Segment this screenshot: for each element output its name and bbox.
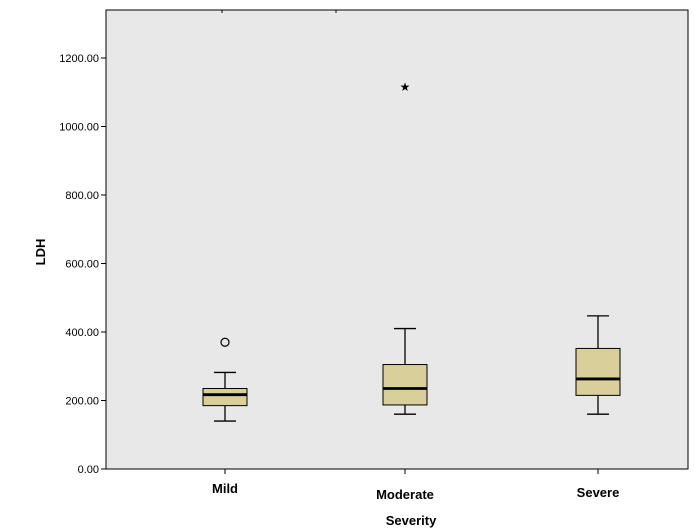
x-tick-label-moderate: Moderate [376, 487, 434, 502]
y-tick-label-800: 800.00 [65, 190, 99, 202]
box-severe [575, 315, 621, 415]
y-axis-title: LDH [33, 239, 48, 266]
outlier-circle [220, 337, 230, 347]
outlier-star: ★ [400, 80, 411, 94]
boxes: ★ [202, 80, 621, 422]
y-tick-label-0: 0.00 [78, 464, 99, 476]
y-tick-label-1200: 1200.00 [59, 53, 99, 65]
x-axis-title: Severity [386, 513, 437, 528]
x-axis: Mild Moderate Severe [212, 469, 619, 502]
y-tick-label-600: 600.00 [65, 259, 99, 271]
y-axis: 0.00 200.00 400.00 600.00 800.00 1000.00 1200.… [59, 10, 337, 476]
box-body [575, 347, 621, 396]
box-body [382, 364, 428, 406]
y-tick-label-400: 400.00 [65, 327, 99, 339]
x-tick-label-mild: Mild [212, 481, 238, 496]
box-moderate: ★ [382, 80, 428, 415]
x-tick-label-severe: Severe [577, 485, 620, 500]
y-tick-label-200: 200.00 [65, 396, 99, 408]
y-tick-label-1000: 1000.00 [59, 122, 99, 134]
box-body [202, 388, 248, 407]
box-mild [202, 337, 248, 422]
